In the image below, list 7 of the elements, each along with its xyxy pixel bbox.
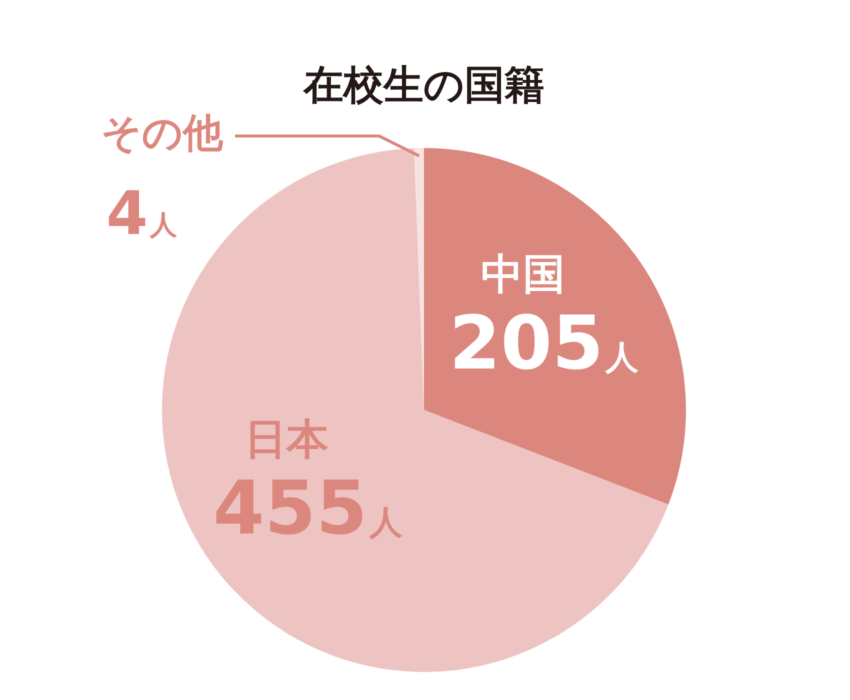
- chart-title: 在校生の国籍: [302, 62, 544, 108]
- data-label: 4人: [106, 179, 178, 249]
- slice-label: 日本: [244, 414, 329, 464]
- slice-label: 中国: [480, 250, 565, 299]
- slice-label: その他: [101, 110, 224, 156]
- data-label: 205人: [449, 300, 640, 387]
- data-label: 455人: [212, 466, 404, 552]
